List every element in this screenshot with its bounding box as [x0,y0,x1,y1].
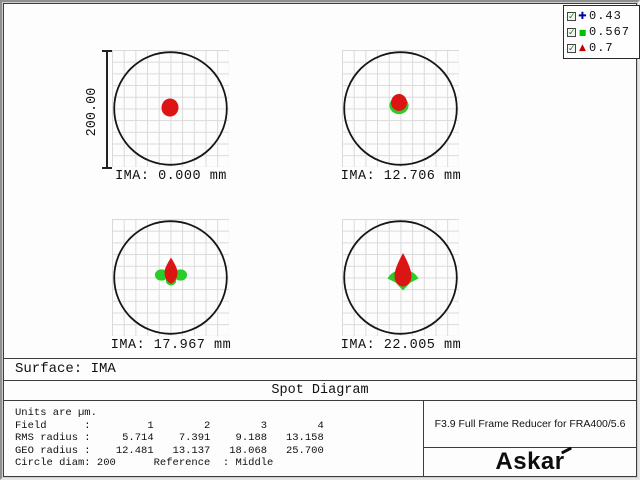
checkbox-checked-icon[interactable]: ✓ [567,27,576,38]
legend-wavelength-label: 0.43 [589,9,622,23]
rms-radius-line: RMS radius : 5.714 7.391 9.188 13.158 [15,432,324,445]
legend-row-wavelength-1: ✓ ✚ 0.43 [567,8,639,24]
spot-circle-field-4 [343,220,458,335]
checkbox-checked-icon[interactable]: ✓ [567,11,576,22]
square-marker-icon: ■ [578,27,587,37]
spot-panel-field-4 [342,219,459,336]
diagram-title: Spot Diagram [4,380,636,400]
spot-statistics-block: Units are µm. Field : 1 2 3 4 RMS radius… [4,401,423,476]
triangle-marker-icon: ▲ [579,43,586,53]
legend-wavelength-label: 0.567 [589,25,631,39]
legend-wavelength-label: 0.7 [589,41,614,55]
spot-circle-field-1 [113,51,228,166]
plot-canvas: 200.00 IMA: 0.000 mm IMA: 12.706 mm [3,3,640,477]
caption-field-1: IMA: 0.000 mm [115,169,227,184]
spot-circle-field-2 [343,51,458,166]
scale-bar-bottom-cap [102,167,112,169]
cross-marker-icon: ✚ [578,10,587,22]
surface-label: Surface: IMA [4,358,636,380]
footer: Units are µm. Field : 1 2 3 4 RMS radius… [4,400,636,476]
spot-circle-field-3 [113,220,228,335]
circle-diam-line: Circle diam: 200 Reference : Middle [15,457,274,470]
spot-panel-field-2 [342,50,459,167]
checkbox-checked-icon[interactable]: ✓ [567,43,576,54]
lens-description-cell: F3.9 Full Frame Reducer for FRA400/5.6 [424,401,636,448]
spot-panel-field-1 [112,50,229,167]
caption-field-3: IMA: 17.967 mm [110,338,232,353]
caption-field-2: IMA: 12.706 mm [340,169,462,184]
wavelength-legend: ✓ ✚ 0.43 ✓ ■ 0.567 ✓ ▲ 0.7 [563,5,640,59]
scale-bar-label: 200.00 [85,87,100,137]
plot-area: 200.00 IMA: 0.000 mm IMA: 12.706 mm [4,4,640,358]
caption-field-4: IMA: 22.005 mm [340,338,462,353]
lens-description: F3.9 Full Frame Reducer for FRA400/5.6 [434,418,626,430]
scale-bar [106,50,108,169]
geo-radius-line: GEO radius : 12.481 13.137 18.068 25.700 [15,444,324,457]
legend-row-wavelength-2: ✓ ■ 0.567 [567,24,639,40]
scale-bar-top-cap [102,50,112,52]
brand-accent-mark [560,446,572,455]
spot-panel-field-3 [112,219,229,336]
title-block: F3.9 Full Frame Reducer for FRA400/5.6 A… [423,401,636,476]
brand-cell: Askar [424,446,636,476]
brand-logo: Askar [495,446,572,476]
field-line: Field : 1 2 3 4 [15,419,324,432]
units-line: Units are µm. [15,407,97,419]
legend-row-wavelength-3: ✓ ▲ 0.7 [567,40,639,56]
